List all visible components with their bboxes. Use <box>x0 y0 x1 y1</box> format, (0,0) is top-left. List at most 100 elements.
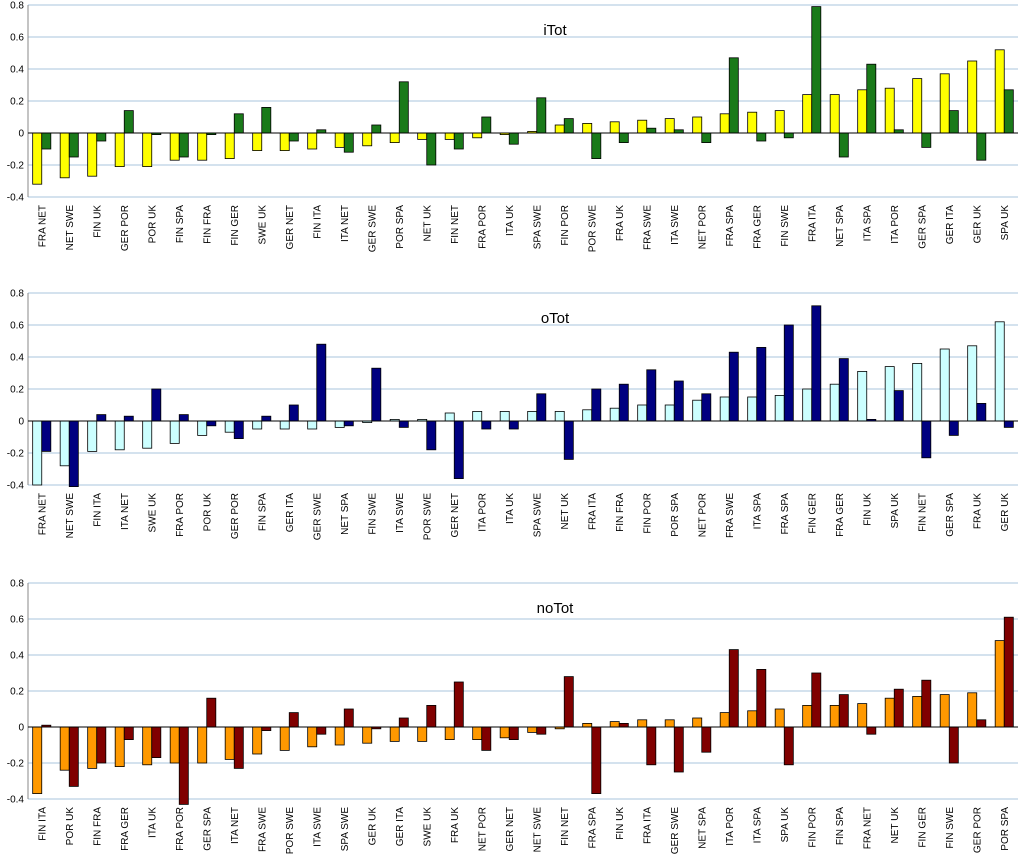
x-tick-label: GER NET <box>450 493 461 537</box>
bar <box>637 404 648 422</box>
bar <box>178 132 189 158</box>
bar <box>802 388 813 422</box>
bar <box>893 390 904 422</box>
bar <box>252 726 263 755</box>
bar <box>609 121 620 134</box>
x-tick-label: FIN UK <box>615 807 626 840</box>
bar <box>921 679 932 728</box>
bar <box>912 696 923 728</box>
bar <box>939 694 950 728</box>
bar <box>362 132 373 147</box>
x-tick-label: FIN SWE <box>780 205 791 247</box>
x-tick-label: ITA UK <box>505 493 516 524</box>
bar <box>921 132 932 148</box>
y-tick-label: 0.6 <box>10 615 24 626</box>
y-tick-label: 0 <box>18 723 24 734</box>
x-tick-label: ITA UK <box>505 205 516 236</box>
bar <box>774 394 785 422</box>
bar <box>252 420 263 430</box>
bar <box>417 132 428 140</box>
x-tick-label: SWE UK <box>422 807 433 847</box>
bar <box>554 124 565 134</box>
bar <box>32 132 43 185</box>
bar-panel: -0.4 -0.2 0 0.2 0.4 0.6 0.8 FRA NET NET SWE FIN U… <box>7 1 1018 253</box>
x-tick-label: SPA SWE <box>340 807 351 852</box>
x-tick-label: POR UK <box>202 493 213 532</box>
bar <box>536 97 547 134</box>
y-tick-label: -0.2 <box>7 449 25 460</box>
bar <box>41 132 52 150</box>
bar <box>371 124 382 134</box>
bar <box>426 132 437 166</box>
x-tick-label: GER SWE <box>670 807 681 855</box>
bar <box>307 420 318 430</box>
x-tick-label: FIN SWE <box>367 493 378 535</box>
x-tick-label: FIN ITA <box>92 493 103 527</box>
bar <box>967 345 978 422</box>
bar <box>453 420 464 479</box>
bar <box>747 710 758 728</box>
x-tick-label: FRA ITA <box>587 493 598 530</box>
bar <box>591 726 602 794</box>
x-tick-label: FRA NET <box>37 493 48 535</box>
bar <box>481 116 492 134</box>
x-tick-label: FIN SPA <box>835 807 846 845</box>
bar <box>811 672 822 728</box>
x-tick-label: FRA POR <box>175 807 186 851</box>
x-tick-label: GER SWE <box>312 493 323 541</box>
bar <box>343 420 354 427</box>
chart-title: noTot <box>537 600 575 617</box>
bar <box>96 726 107 764</box>
x-tick-label: FRA NET <box>862 807 873 849</box>
bar <box>646 369 657 422</box>
bar <box>756 346 767 422</box>
x-tick-label: FIN POR <box>560 205 571 246</box>
bar <box>96 132 107 142</box>
bar <box>151 388 162 422</box>
x-tick-label: GER NET <box>505 807 516 851</box>
bar <box>261 107 272 134</box>
y-tick-label: -0.4 <box>7 193 25 204</box>
bar <box>224 132 235 160</box>
x-tick-label: FRA NET <box>37 205 48 247</box>
bar <box>967 60 978 134</box>
x-tick-label: ITA SWE <box>395 493 406 533</box>
x-tick-label: NET SWE <box>65 205 76 251</box>
bar <box>343 708 354 728</box>
x-tick-label: SWE UK <box>257 205 268 245</box>
bar <box>948 420 959 436</box>
x-tick-label: FRA SWE <box>725 493 736 538</box>
bar <box>637 119 648 134</box>
bar <box>692 399 703 422</box>
x-tick-label: NET SWE <box>65 493 76 539</box>
x-tick-label: FRA SPA <box>587 807 598 849</box>
bar <box>783 132 794 139</box>
bar <box>508 726 519 741</box>
bar <box>838 358 849 422</box>
x-tick-label: ITA SPA <box>752 493 763 530</box>
bar <box>618 723 629 728</box>
x-tick-label: FIN SWE <box>945 807 956 849</box>
bar <box>664 719 675 728</box>
bar <box>472 410 483 422</box>
bar <box>618 383 629 422</box>
bar <box>233 726 244 769</box>
x-tick-label: POR SWE <box>422 493 433 541</box>
y-tick-label: -0.2 <box>7 759 25 770</box>
x-tick-label: POR SWE <box>587 205 598 253</box>
bar <box>829 383 840 422</box>
x-tick-label: GER NET <box>285 205 296 249</box>
bar <box>96 414 107 422</box>
bar <box>591 132 602 160</box>
bar <box>481 420 492 430</box>
bar <box>334 420 345 428</box>
x-tick-label: NET SPA <box>697 807 708 849</box>
x-tick-label: FRA UK <box>450 807 461 843</box>
y-tick-label: 0.6 <box>10 321 24 332</box>
x-tick-label: FIN GER <box>917 807 928 848</box>
x-tick-label: GER UK <box>367 807 378 846</box>
x-tick-label: ITA SWE <box>670 205 681 245</box>
y-tick-label: 0 <box>18 129 24 140</box>
bar <box>114 726 125 767</box>
bar <box>252 132 263 152</box>
